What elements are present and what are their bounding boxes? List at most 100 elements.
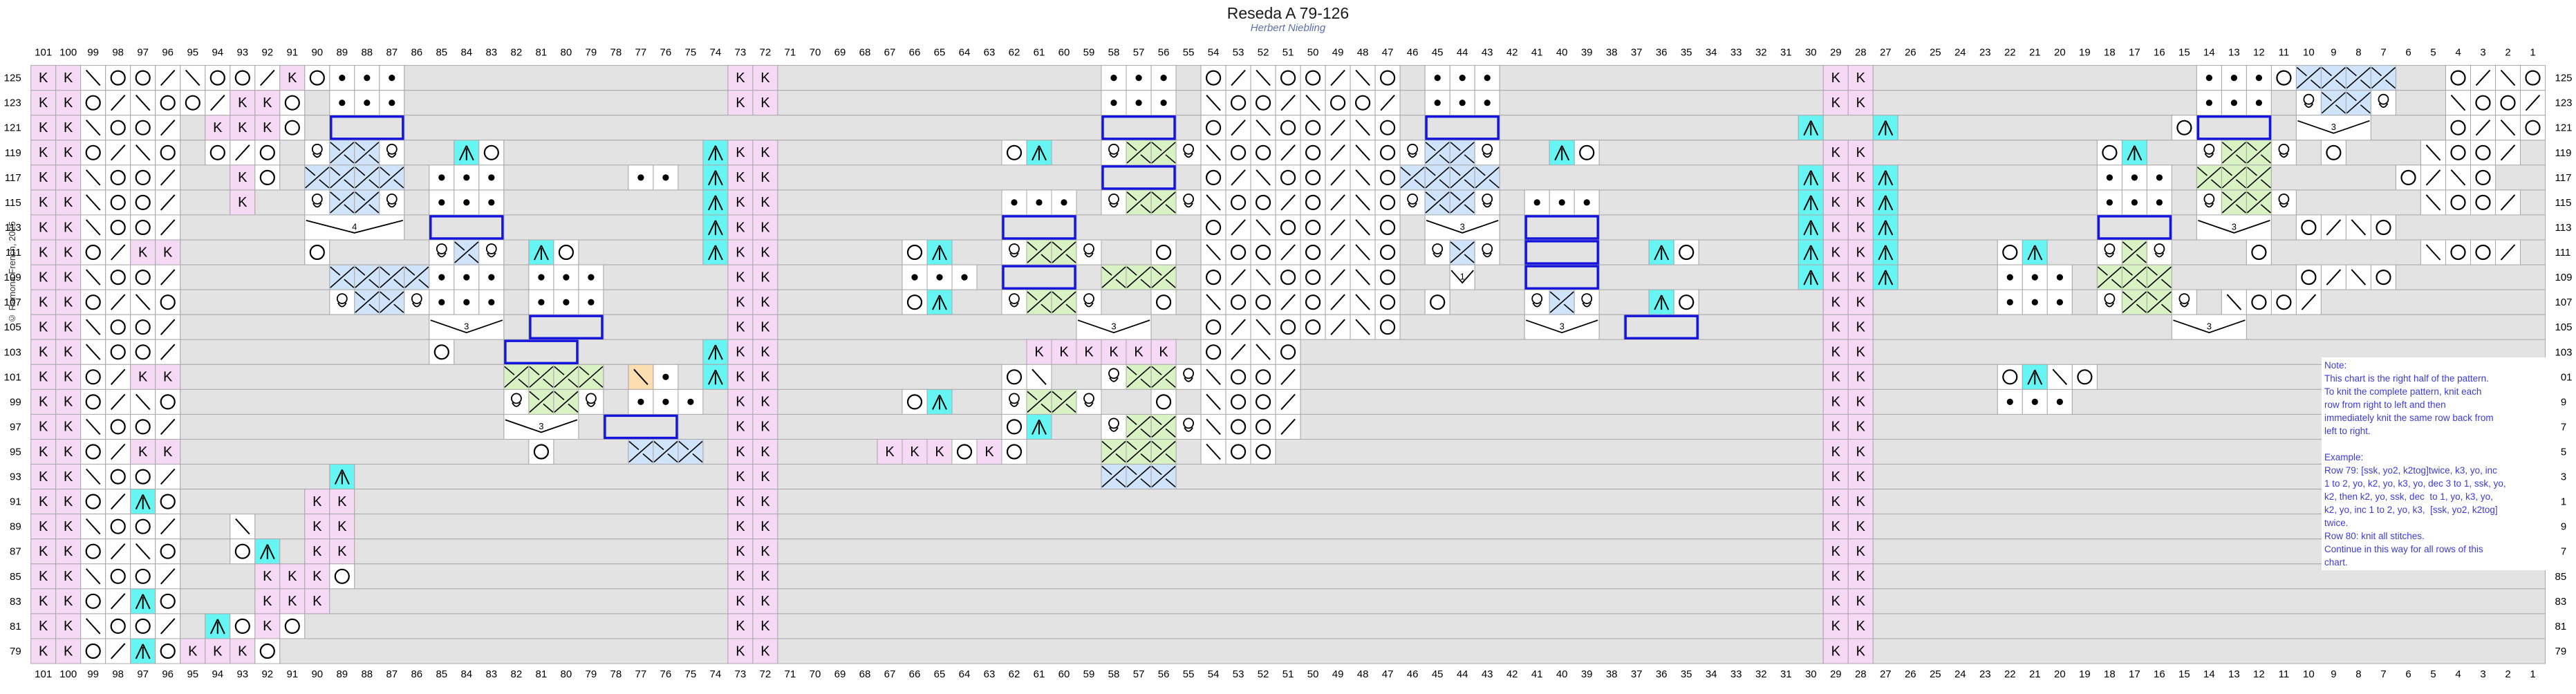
svg-text:K: K [1831,145,1841,160]
svg-text:K: K [760,71,770,86]
svg-text:67: 67 [884,668,896,680]
svg-text:K: K [1856,469,1866,485]
svg-text:28: 28 [1855,47,1867,59]
svg-text:113: 113 [5,222,21,234]
svg-text:K: K [1831,370,1841,385]
svg-text:96: 96 [162,668,174,680]
svg-text:95: 95 [187,668,198,680]
svg-text:9: 9 [2331,668,2336,680]
svg-text:17: 17 [2129,668,2140,680]
svg-text:K: K [39,444,48,460]
svg-text:123: 123 [2555,97,2573,109]
svg-text:K: K [238,120,248,135]
svg-text:K: K [910,444,920,460]
svg-text:K: K [1831,95,1841,111]
svg-text:3: 3 [1560,321,1565,332]
svg-text:72: 72 [760,47,772,59]
svg-text:47: 47 [1382,47,1394,59]
svg-text:13: 13 [2228,47,2240,59]
svg-text:K: K [736,395,745,410]
svg-text:119: 119 [5,147,21,159]
svg-text:89: 89 [336,47,348,59]
svg-text:101: 101 [35,668,52,680]
svg-text:K: K [39,145,48,160]
svg-text:62: 62 [1009,668,1020,680]
svg-text:2: 2 [2505,47,2510,59]
svg-text:K: K [138,370,148,385]
svg-text:60: 60 [1058,47,1070,59]
svg-text:K: K [1831,594,1841,609]
svg-text:101: 101 [4,371,21,383]
svg-text:K: K [263,95,272,111]
svg-text:97: 97 [10,421,21,433]
svg-text:K: K [736,95,745,111]
svg-text:K: K [1831,569,1841,584]
svg-text:1: 1 [2530,668,2535,680]
svg-text:K: K [1831,395,1841,410]
svg-text:K: K [1109,345,1119,360]
svg-text:K: K [64,444,73,460]
svg-text:K: K [760,245,770,260]
svg-text:44: 44 [1457,47,1468,59]
svg-text:K: K [1831,544,1841,559]
svg-text:K: K [760,544,770,559]
svg-text:80: 80 [561,668,572,680]
svg-text:3: 3 [2480,668,2485,680]
svg-text:67: 67 [884,47,896,59]
svg-text:K: K [760,294,770,310]
svg-text:K: K [64,544,73,559]
svg-text:74: 74 [710,668,722,680]
svg-text:K: K [1831,345,1841,360]
svg-text:52: 52 [1258,668,1269,680]
svg-text:K: K [1856,420,1866,435]
svg-text:K: K [1831,444,1841,460]
svg-text:K: K [64,494,73,509]
svg-text:K: K [760,420,770,435]
svg-text:74: 74 [710,47,722,59]
svg-text:19: 19 [2079,668,2091,680]
svg-text:39: 39 [1581,668,1593,680]
svg-text:K: K [39,420,48,435]
svg-text:83: 83 [10,596,21,608]
svg-text:14: 14 [2203,668,2215,680]
svg-text:K: K [263,619,272,634]
svg-text:21: 21 [2029,668,2041,680]
svg-text:90: 90 [311,668,323,680]
svg-text:5: 5 [2430,47,2436,59]
svg-text:109: 109 [4,272,21,283]
svg-text:79: 79 [10,646,21,657]
svg-text:K: K [39,95,48,111]
svg-text:K: K [736,170,745,185]
svg-text:96: 96 [162,47,174,59]
svg-text:95: 95 [10,447,21,458]
svg-text:K: K [1831,494,1841,509]
svg-text:31: 31 [1780,47,1792,59]
svg-text:K: K [1034,345,1044,360]
svg-text:K: K [64,220,73,235]
svg-text:43: 43 [1482,47,1493,59]
svg-text:85: 85 [436,47,447,59]
svg-text:15: 15 [2178,668,2190,680]
svg-text:19: 19 [2079,47,2091,59]
svg-text:81: 81 [10,621,21,632]
svg-text:6: 6 [2405,47,2411,59]
svg-text:41: 41 [1531,47,1543,59]
svg-text:81: 81 [536,47,548,59]
svg-text:83: 83 [485,47,497,59]
svg-text:88: 88 [361,47,373,59]
svg-text:1: 1 [1460,272,1465,282]
svg-text:12: 12 [2253,668,2265,680]
svg-text:K: K [760,494,770,509]
svg-text:84: 84 [460,47,472,59]
svg-text:85: 85 [10,571,21,583]
svg-text:K: K [312,494,322,509]
svg-text:K: K [1856,569,1866,584]
svg-text:32: 32 [1755,47,1767,59]
svg-text:32: 32 [1755,668,1767,680]
svg-text:K: K [1831,519,1841,534]
svg-text:81: 81 [536,668,548,680]
svg-text:50: 50 [1307,668,1319,680]
svg-text:K: K [1059,345,1069,360]
svg-text:16: 16 [2154,668,2165,680]
svg-text:61: 61 [1034,668,1045,680]
